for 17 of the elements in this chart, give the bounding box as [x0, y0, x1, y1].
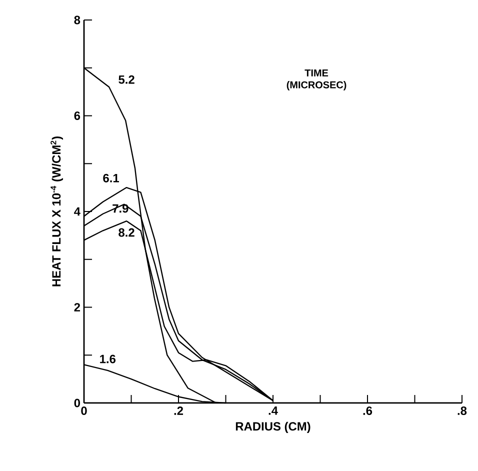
y-axis-title: HEAT FLUX X 10$^{-4}$ (W/CM$^{2}$) — [50, 136, 63, 286]
x-tick-label: .4 — [268, 406, 278, 415]
series-label: 5.2 — [118, 75, 134, 84]
y-tick-label: 6 — [74, 112, 80, 120]
x-tick-label: .8 — [458, 406, 467, 415]
y-tick-label: 4 — [74, 207, 80, 216]
y-tick-label: 8 — [74, 16, 80, 24]
y-tick-label: 0 — [74, 398, 80, 408]
series-label: 6.1 — [103, 174, 119, 182]
annotation: TIME (MICROSEC) — [286, 69, 346, 90]
x-axis-title: RADIUS (CM) — [236, 422, 310, 433]
y-tick-label: 2 — [74, 303, 80, 312]
x-tick-label: 0 — [81, 406, 87, 415]
series-label: 1.6 — [100, 354, 116, 364]
series-label: 8.2 — [118, 228, 134, 237]
x-tick-label: .6 — [363, 406, 372, 415]
x-tick-label: .2 — [174, 406, 184, 415]
